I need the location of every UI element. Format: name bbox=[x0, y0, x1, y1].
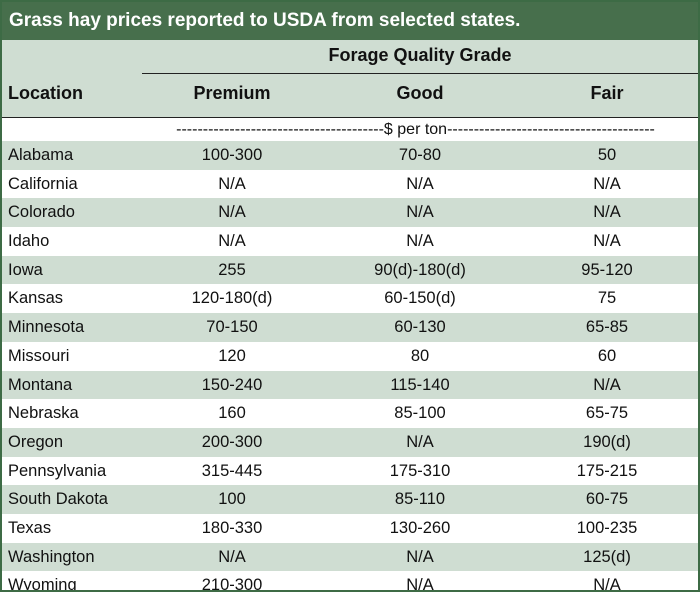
table-row: Pennsylvania 315-445 175-310 175-215 bbox=[2, 456, 698, 486]
table-row: Iowa 255 90(d)-180(d) 95-120 bbox=[2, 255, 698, 285]
cell-good: 80 bbox=[410, 346, 430, 365]
units-label: ---------------------------------------$… bbox=[176, 121, 655, 138]
cell-fair: 190(d) bbox=[583, 432, 631, 451]
cell-good: N/A bbox=[406, 232, 434, 251]
cell-fair: 65-85 bbox=[585, 318, 629, 337]
table-row: Minnesota 70-150 60-130 65-85 bbox=[2, 313, 698, 342]
cell-fair: 60 bbox=[597, 346, 617, 365]
cell-fair: N/A bbox=[593, 232, 621, 251]
cell-premium: 150-240 bbox=[201, 375, 263, 394]
table-row: Nebraska 160 85-100 65-75 bbox=[2, 399, 698, 428]
table-row: Alabama 100-300 70-80 50 bbox=[2, 141, 698, 170]
cell-good: N/A bbox=[406, 547, 434, 566]
cell-fair: 65-75 bbox=[585, 404, 629, 423]
cell-location: Alabama bbox=[8, 146, 74, 164]
cell-premium: 100 bbox=[218, 490, 246, 509]
cell-premium: 100-300 bbox=[201, 146, 263, 164]
cell-fair: N/A bbox=[593, 375, 621, 394]
cell-premium: 160 bbox=[218, 404, 246, 423]
column-header-premium: Premium bbox=[193, 83, 271, 103]
table-row: Texas 180-330 130-260 100-235 bbox=[2, 513, 698, 543]
table-row: Washington N/A N/A 125(d) bbox=[2, 542, 698, 572]
table-row: Kansas 120-180(d) 60-150(d) 75 bbox=[2, 284, 698, 314]
cell-fair: N/A bbox=[593, 203, 621, 222]
cell-fair: 75 bbox=[597, 289, 617, 308]
cell-fair: N/A bbox=[593, 576, 621, 592]
cell-premium: 70-150 bbox=[206, 318, 258, 337]
group-header-rule bbox=[142, 73, 698, 74]
table-row: Missouri 120 80 60 bbox=[2, 341, 698, 371]
cell-good: 60-130 bbox=[394, 318, 446, 337]
units-row: ---------------------------------------$… bbox=[2, 118, 698, 141]
table-row: Idaho N/A N/A N/A bbox=[2, 227, 698, 256]
table-row: South Dakota 100 85-110 60-75 bbox=[2, 485, 698, 514]
cell-location: Kansas bbox=[8, 289, 64, 308]
table-row: Wyoming 210-300 N/A N/A bbox=[2, 571, 698, 592]
cell-location: Pennsylvania bbox=[8, 461, 107, 480]
cell-fair: 50 bbox=[597, 146, 617, 164]
cell-location: South Dakota bbox=[8, 490, 108, 509]
cell-location: Nebraska bbox=[8, 404, 79, 423]
cell-good: 90(d)-180(d) bbox=[374, 260, 466, 279]
cell-location: Washington bbox=[8, 547, 95, 566]
cell-premium: 255 bbox=[218, 260, 246, 279]
cell-location: Missouri bbox=[8, 346, 70, 365]
cell-fair: 95-120 bbox=[581, 260, 633, 279]
cell-fair: N/A bbox=[593, 174, 621, 193]
cell-location: Idaho bbox=[8, 232, 50, 251]
cell-location: Oregon bbox=[8, 432, 64, 451]
cell-fair: 175-215 bbox=[576, 461, 638, 480]
cell-location: Texas bbox=[8, 518, 52, 537]
cell-location: Minnesota bbox=[8, 318, 85, 337]
cell-fair: 125(d) bbox=[583, 547, 631, 566]
cell-good: N/A bbox=[406, 174, 434, 193]
cell-premium: 315-445 bbox=[201, 461, 263, 480]
cell-premium: N/A bbox=[218, 174, 246, 193]
cell-premium: 180-330 bbox=[201, 518, 263, 537]
column-header-good: Good bbox=[396, 83, 444, 103]
cell-premium: 210-300 bbox=[201, 576, 263, 592]
table-row: Montana 150-240 115-140 N/A bbox=[2, 370, 698, 400]
table-title: Grass hay prices reported to USDA from s… bbox=[2, 2, 698, 40]
cell-good: 115-140 bbox=[390, 375, 450, 394]
column-header-fair: Fair bbox=[590, 83, 624, 103]
cell-good: 175-310 bbox=[389, 461, 451, 480]
cell-location: Wyoming bbox=[8, 576, 77, 592]
group-header-forage-quality: Forage Quality Grade bbox=[328, 45, 512, 65]
cell-good: N/A bbox=[406, 203, 434, 222]
table-row: California N/A N/A N/A bbox=[2, 169, 698, 199]
cell-location: Iowa bbox=[8, 260, 43, 279]
cell-premium: 120 bbox=[218, 346, 246, 365]
cell-location: Montana bbox=[8, 375, 73, 394]
cell-good: 60-150(d) bbox=[384, 289, 456, 308]
cell-location: California bbox=[8, 174, 78, 193]
cell-good: 85-100 bbox=[394, 404, 446, 423]
cell-premium: N/A bbox=[218, 232, 246, 251]
cell-good: N/A bbox=[406, 432, 434, 451]
table-header: Forage Quality Grade Location Premium Go… bbox=[2, 40, 698, 118]
cell-good: 70-80 bbox=[398, 146, 442, 164]
cell-premium: 120-180(d) bbox=[191, 289, 273, 308]
cell-premium: 200-300 bbox=[201, 432, 263, 451]
cell-premium: N/A bbox=[218, 547, 246, 566]
cell-fair: 100-235 bbox=[576, 518, 638, 537]
cell-good: N/A bbox=[406, 576, 434, 592]
column-header-location: Location bbox=[8, 83, 83, 103]
table-row: Colorado N/A N/A N/A bbox=[2, 198, 698, 228]
table-body: Alabama 100-300 70-80 50 California N/A N/A N/A… bbox=[2, 141, 698, 592]
table-row: Oregon 200-300 N/A 190(d) bbox=[2, 427, 698, 457]
cell-good: 85-110 bbox=[394, 490, 446, 509]
header-divider bbox=[2, 117, 698, 118]
cell-fair: 60-75 bbox=[585, 490, 629, 509]
cell-premium: N/A bbox=[218, 203, 246, 222]
cell-location: Colorado bbox=[8, 203, 75, 222]
cell-good: 130-260 bbox=[389, 518, 451, 537]
